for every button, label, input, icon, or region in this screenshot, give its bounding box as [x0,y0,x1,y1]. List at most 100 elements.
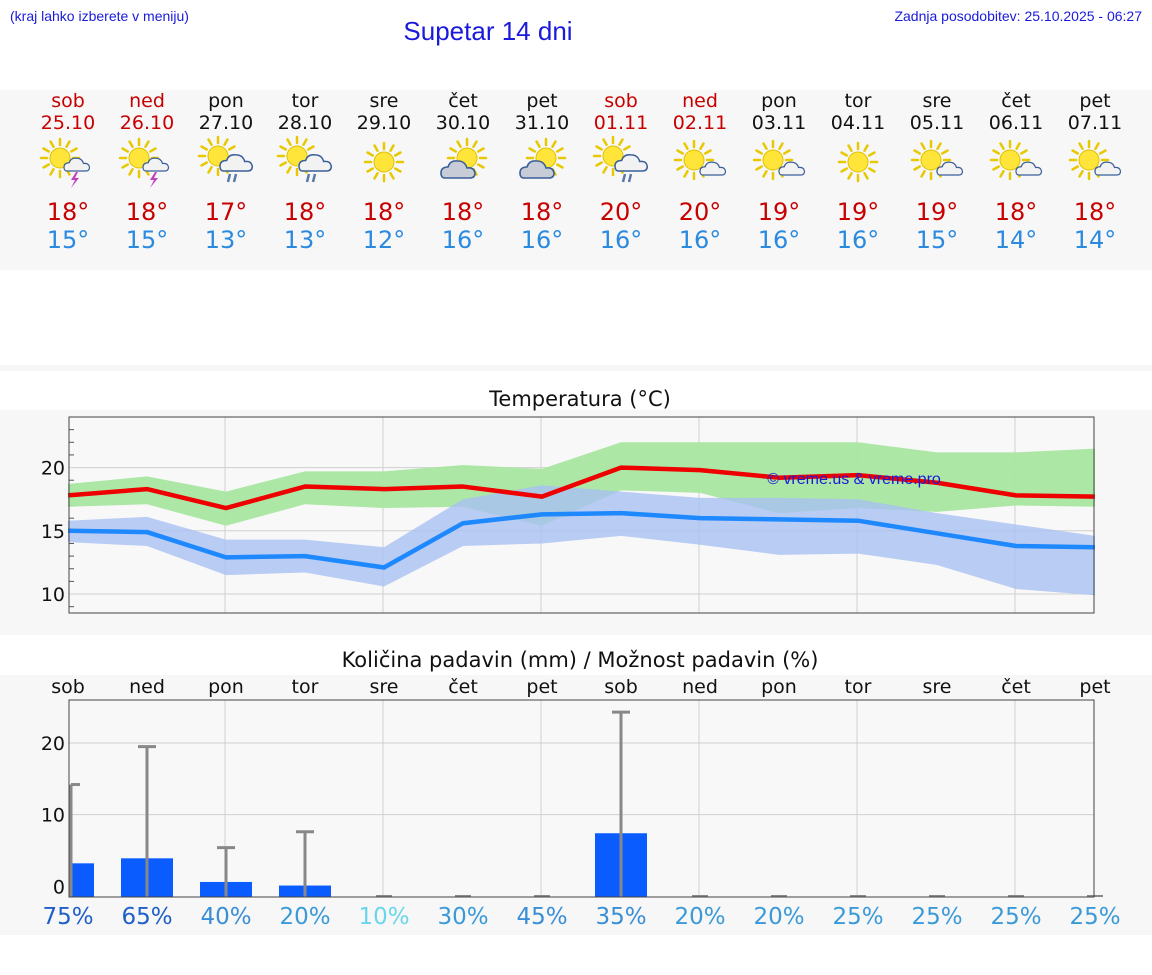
sun-thunder-icon [38,137,98,194]
min-temp: 14° [1073,226,1117,254]
day-date: 30.10 [435,112,491,134]
x-tick-label: tor [844,676,872,698]
min-temp: 16° [678,226,722,254]
x-tick-label: ned [129,676,165,698]
max-temp: 18° [441,198,485,226]
min-temp: 13° [204,226,248,254]
day-column: sre 29.10 18° 12° [344,90,424,254]
day-name: tor [844,90,872,112]
day-name: pon [761,90,797,112]
temperature-chart-title: Temperatura (°C) [489,387,671,411]
day-column: pet 07.11 18° 14° [1055,90,1135,254]
day-column: pet 31.10 18° 16° [502,90,582,254]
day-date: 25.10 [40,112,96,134]
max-temp: 19° [757,198,801,226]
x-tick-label: pet [1079,676,1111,698]
precipitation-probability: 40% [200,904,252,930]
max-temp: 19° [915,198,959,226]
min-temp-range-band [68,485,1095,596]
day-date: 01.11 [593,112,649,134]
x-tick-label: pon [761,676,797,698]
max-temp: 18° [283,198,327,226]
min-temp: 15° [915,226,959,254]
day-column: čet 06.11 18° 14° [976,90,1056,254]
precipitation-bar [69,863,94,897]
plot-frame [68,699,1095,898]
precipitation-probability: 30% [437,904,489,930]
day-name: pon [208,90,244,112]
sun-small-cloud-icon [986,138,1046,194]
x-tick-label: tor [291,676,319,698]
max-temp: 20° [678,198,722,226]
y-tick-label: 15 [41,521,65,543]
precipitation-probability: 20% [674,904,726,930]
plot-area [69,700,1094,897]
day-column: sob 01.11 20° 16° [581,90,661,254]
cloudy-sun-icon [433,137,493,194]
max-temp: 18° [994,198,1038,226]
sun-icon [828,138,888,194]
day-column: čet 30.10 18° 16° [423,90,503,254]
max-temp: 18° [46,198,90,226]
sun-cloud-rain-icon [275,135,335,194]
min-temp: 14° [994,226,1038,254]
day-column: pon 03.11 19° 16° [739,90,819,254]
min-temp: 16° [520,226,564,254]
precipitation-probability: 20% [753,904,805,930]
divider [0,365,1152,371]
max-temp-line [67,465,1096,511]
day-date: 27.10 [198,112,254,134]
day-column: ned 26.10 18° 15° [107,90,187,254]
day-date: 02.11 [672,112,728,134]
plot-frame [68,416,1095,614]
day-column: pon 27.10 17° 13° [186,90,266,254]
daily-forecast-panel [0,90,1152,270]
day-column: tor 28.10 18° 13° [265,90,345,254]
precipitation-probability: 65% [121,904,173,930]
day-name: ned [682,90,718,112]
y-tick-label: 20 [41,458,65,480]
sun-cloud-rain-icon [591,135,651,194]
x-tick-label: pon [208,676,244,698]
y-tick-label: 10 [41,805,65,827]
precipitation-probability: 35% [595,904,647,930]
precipitation-chart-title: Količina padavin (mm) / Možnost padavin … [341,648,819,672]
day-name: sre [369,90,399,112]
day-name: ned [129,90,165,112]
day-name: sob [51,90,85,112]
sun-small-cloud-icon [749,138,809,194]
day-date: 31.10 [514,112,570,134]
min-temp: 15° [125,226,169,254]
x-tick-label: čet [1001,676,1031,698]
x-tick-label: pet [526,676,558,698]
day-date: 26.10 [119,112,175,134]
y-tick-label: 0 [53,876,65,898]
day-name: pet [526,90,558,112]
day-date: 03.11 [751,112,807,134]
location-menu-note[interactable]: (kraj lahko izberete v meniju) [10,8,189,24]
sun-icon [354,138,414,194]
day-name: čet [1001,90,1031,112]
day-date: 07.11 [1067,112,1123,134]
x-tick-label: čet [448,676,478,698]
day-name: sre [922,90,952,112]
day-column: sre 05.11 19° 15° [897,90,977,254]
precipitation-probability: 25% [832,904,884,930]
day-date: 29.10 [356,112,412,134]
day-column: tor 04.11 19° 16° [818,90,898,254]
precipitation-probability: 45% [516,904,568,930]
min-temp: 16° [836,226,880,254]
max-temp: 18° [362,198,406,226]
precipitation-probability: 25% [990,904,1042,930]
precipitation-probability: 75% [42,904,94,930]
day-date: 06.11 [988,112,1044,134]
precipitation-probability: 20% [279,904,331,930]
min-temp: 12° [362,226,406,254]
day-name: sob [604,90,638,112]
max-temp: 17° [204,198,248,226]
max-temp: 18° [125,198,169,226]
x-tick-label: sre [922,676,952,698]
day-date: 05.11 [909,112,965,134]
